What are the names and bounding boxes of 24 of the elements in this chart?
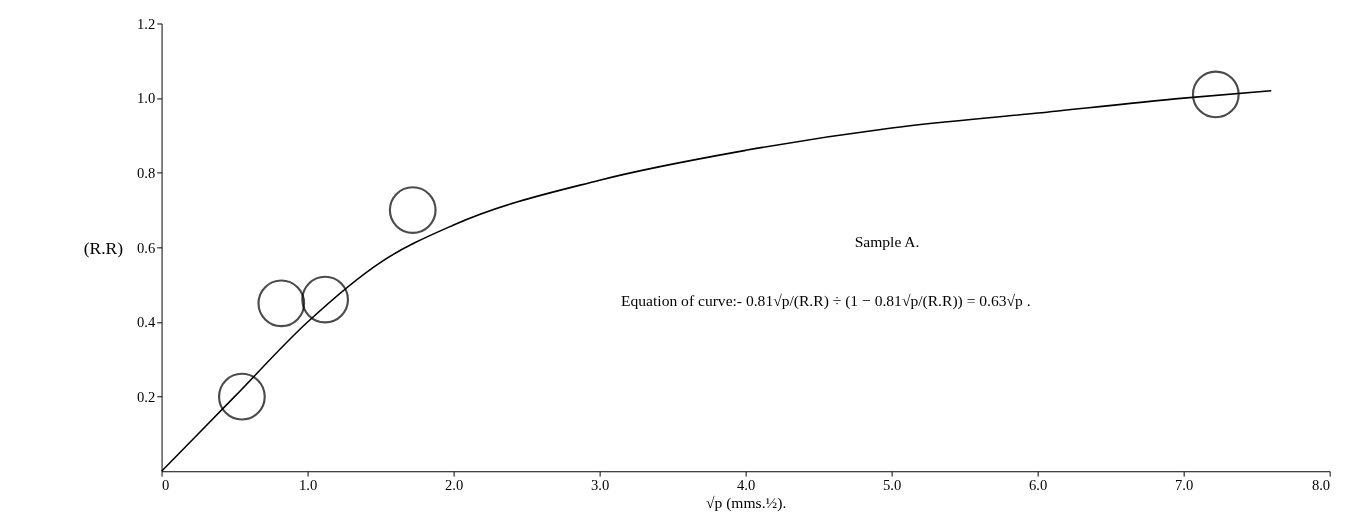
x-tick-label: 4.0 <box>737 477 756 494</box>
y-tick-label: 0.6 <box>137 239 156 256</box>
point <box>1191 70 1240 119</box>
y-tick-label: 1.2 <box>137 15 156 32</box>
point <box>388 186 437 234</box>
y-tick-label: 0.8 <box>137 165 156 182</box>
x-tick-label: 6.0 <box>1029 477 1048 494</box>
point <box>257 279 306 328</box>
x-tick-label: 8.0 <box>1311 477 1331 494</box>
x-tick-label: 7.0 <box>1175 477 1194 494</box>
y-tick-label: 0.4 <box>137 314 156 331</box>
x-axis-title: √p (mms.½). <box>705 493 787 512</box>
annotation: Sample A. <box>854 233 920 251</box>
x-tick-label: 5.0 <box>883 477 902 494</box>
y-tick-label: 1.0 <box>137 90 156 107</box>
point <box>218 372 266 421</box>
point <box>301 275 350 324</box>
annotation: Equation of curve:- 0.81√p/(R.R) ÷ (1 − 0.81√p/(R.R)) = 0.63√p . <box>621 291 1031 310</box>
x-tick-label: 0 <box>162 477 170 494</box>
y-tick-label: 0.2 <box>137 388 156 405</box>
x-tick-label: 2.0 <box>444 477 464 494</box>
x-tick-label: 3.0 <box>590 477 610 494</box>
x-tick-label: 1.0 <box>298 477 318 494</box>
y-axis-title: (R.R) <box>83 237 124 258</box>
